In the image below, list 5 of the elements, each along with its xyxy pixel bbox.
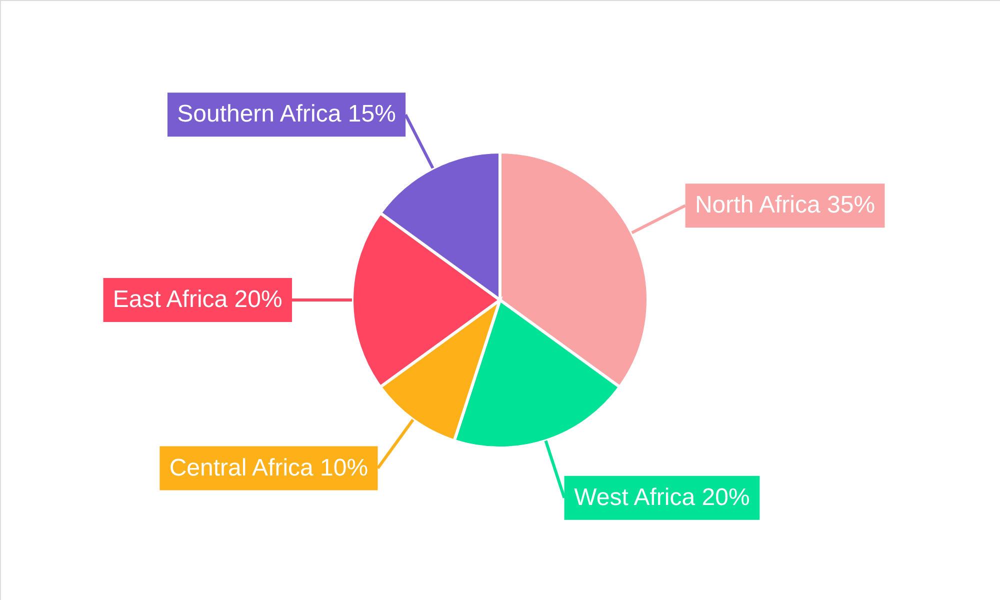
- slice-label: East Africa 20%: [112, 286, 282, 313]
- slice-label: North Africa 35%: [694, 192, 876, 219]
- slice-label: Southern Africa 15%: [177, 100, 396, 128]
- slice-label: West Africa 20%: [574, 484, 750, 511]
- slice-label: Central Africa 10%: [169, 454, 368, 482]
